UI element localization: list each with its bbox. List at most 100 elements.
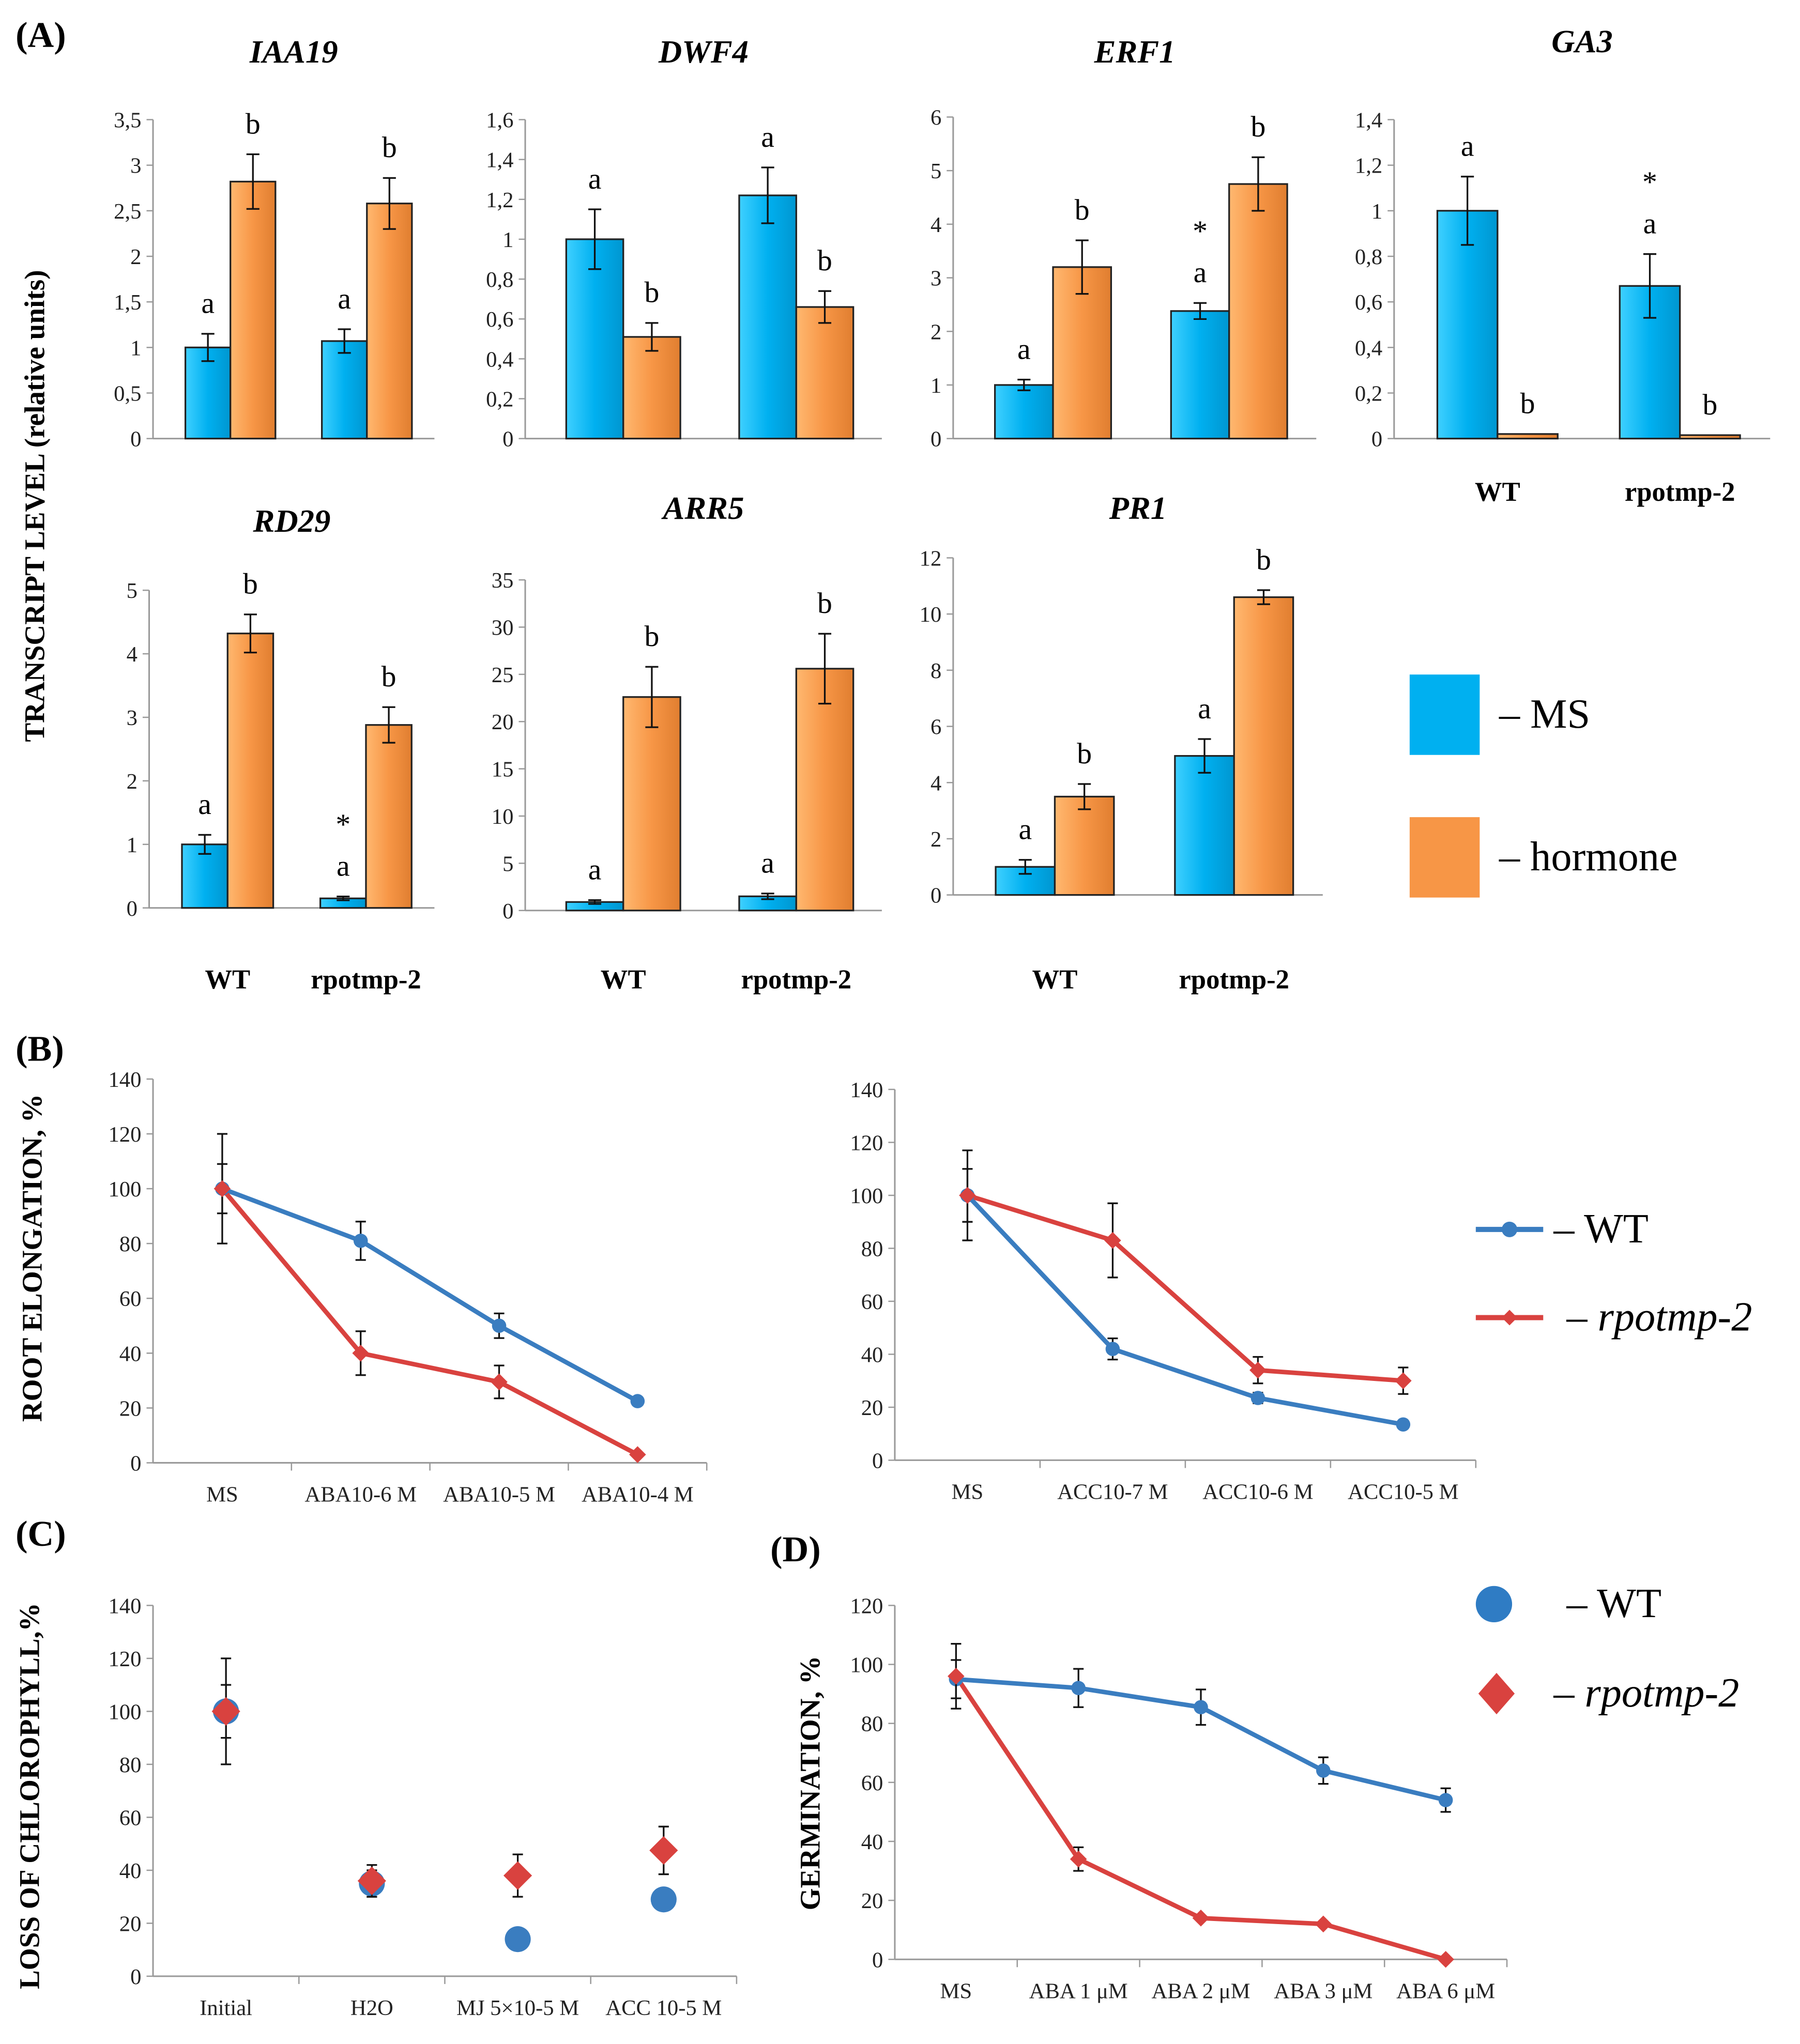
significance-letter: a [761, 121, 774, 153]
y-tick-label: 40 [119, 1859, 142, 1883]
data-point-wt [1071, 1681, 1086, 1695]
y-tick-label: 35 [492, 568, 514, 593]
x-tick-label: ABA 3 μM [1274, 1979, 1372, 2004]
x-tick-label: ABA10-4 M [582, 1483, 694, 1507]
category-label: WT [1032, 964, 1078, 994]
data-point-wt [1105, 1342, 1120, 1356]
bar-hormone [795, 306, 855, 440]
y-tick-label: 140 [109, 1068, 142, 1092]
y-tick-label: 40 [861, 1343, 883, 1367]
y-tick-label: 120 [109, 1123, 142, 1147]
x-tick-label: H2O [350, 1996, 393, 2020]
data-point-rpotmp [503, 1861, 532, 1890]
chart-title: ERF1 [1094, 34, 1176, 70]
significance-letter: b [1077, 737, 1092, 770]
significance-letter: b [382, 660, 396, 693]
bar-hormone [1497, 433, 1559, 440]
significance-letter: b [644, 620, 659, 653]
y-label-a: TRANSCRIPT LEVEL (relative units) [19, 270, 50, 742]
y-tick-label: 2 [127, 770, 138, 794]
legend-marker-rpotmp [1502, 1310, 1518, 1326]
series-line-rpotmp [967, 1193, 1404, 1384]
chart-5: 0 5 10 15 20 25 30 35 ARR5 a b WT a b rpotmp-2 [492, 490, 882, 994]
significance-letter: b [1702, 389, 1717, 421]
series-line-wt [221, 1186, 639, 1403]
y-tick-label: 140 [109, 1594, 142, 1618]
data-point-rpotmp [1315, 1915, 1332, 1933]
category-label: rpotmp-2 [1179, 964, 1289, 994]
panel-label-d: (D) [770, 1529, 821, 1570]
chart-3: 0 0,2 0,4 0,6 0,8 1 1,2 1,4 GA3 a b WT a * b rpotmp-2 [1355, 23, 1771, 507]
y-tick-label: 1 [502, 228, 513, 252]
legend-marker-wt [1502, 1221, 1518, 1237]
bar-hormone [230, 180, 277, 440]
y-tick-label: 2 [930, 320, 941, 344]
y-tick-label: 120 [850, 1131, 883, 1155]
data-point-wt [505, 1926, 531, 1953]
y-tick-label: 1,4 [1355, 109, 1382, 133]
legend-label-hormone: – hormone [1499, 834, 1678, 880]
y-tick-label: 1 [127, 833, 138, 857]
y-tick-label: 40 [861, 1830, 883, 1854]
panel-label-a: (A) [16, 15, 66, 55]
y-tick-label: 0 [872, 1449, 883, 1473]
bar-hormone [622, 336, 681, 440]
bar-ms [321, 340, 368, 440]
y-tick-label: 12 [920, 546, 942, 571]
data-point-rpotmp [211, 1697, 240, 1726]
y-tick-label: 1 [930, 374, 941, 398]
legend-label-rpotmp-c: – rpotmp-2 [1553, 1670, 1739, 1716]
significance-letter: a [338, 283, 351, 315]
y-tick-label: 3,5 [114, 109, 141, 133]
y-tick-label: 0 [502, 427, 513, 452]
y-tick-label: 0 [130, 1965, 141, 1989]
data-point-rpotmp [491, 1373, 508, 1391]
y-tick-label: 0 [502, 899, 513, 924]
chart-title: PR1 [1109, 490, 1167, 526]
category-label: rpotmp-2 [1625, 477, 1735, 507]
legend-marker-rpotmp-c [1478, 1672, 1515, 1715]
category-label: WT [1475, 477, 1520, 507]
y-tick-label: 5 [502, 852, 513, 876]
x-tick-label: ABA 6 μM [1396, 1979, 1495, 2004]
chart-7: 0 20 40 60 80 100 120 140 MS ABA10-6 M ABA10-5 M AB… [109, 1068, 708, 1507]
significance-letter: b [644, 276, 659, 309]
data-point-rpotmp [1395, 1372, 1412, 1389]
category-label: rpotmp-2 [741, 964, 852, 994]
bar-hormone [1052, 266, 1112, 440]
y-tick-label: 100 [109, 1177, 142, 1202]
data-point-rpotmp [1192, 1910, 1210, 1927]
chart-title: RD29 [253, 503, 331, 539]
y-label-c: LOSS OF CHLOROPHYLL,% [13, 1603, 45, 1989]
y-tick-label: 0,4 [486, 347, 513, 372]
data-point-rpotmp [213, 1180, 231, 1197]
y-tick-label: 10 [920, 603, 942, 627]
series-line-wt [966, 1193, 1404, 1427]
y-tick-label: 2,5 [114, 199, 141, 224]
data-point-rpotmp [649, 1836, 678, 1865]
legend-a: – MS – hormone [1409, 674, 1678, 898]
chart-title: DWF4 [658, 34, 749, 70]
chart-1: 0 0,2 0,4 0,6 0,8 1 1,2 1,4 1,6 DWF4 a b a b [486, 34, 882, 452]
y-tick-label: 1,2 [486, 188, 513, 212]
chart-4: 0 1 2 3 4 5 RD29 a b WT a * b rpotmp-2 [127, 503, 435, 994]
y-tick-label: 1 [130, 336, 141, 360]
y-tick-label: 60 [861, 1290, 883, 1314]
y-tick-label: 3 [930, 267, 941, 291]
y-tick-label: 60 [119, 1287, 142, 1311]
y-tick-label: 1,4 [486, 148, 513, 173]
significance-letter: a [1018, 813, 1032, 846]
chart-2: 0 1 2 3 4 5 6 ERF1 a b a * b [930, 34, 1317, 452]
data-point-rpotmp [1437, 1950, 1454, 1968]
bar-hormone [795, 668, 855, 912]
y-tick-label: 0,6 [486, 308, 513, 332]
bar-hormone [1233, 596, 1294, 896]
y-tick-label: 0,8 [486, 268, 513, 292]
y-tick-label: 100 [850, 1184, 883, 1208]
panel-label-b: (B) [16, 1029, 64, 1069]
significance-letter: a [201, 287, 215, 320]
data-point-wt [1396, 1417, 1411, 1432]
data-point-wt [1250, 1391, 1265, 1405]
chart-8: 0 20 40 60 80 100 120 140 MS ACC10-7 M ACC10-6 M AC… [850, 1078, 1477, 1504]
